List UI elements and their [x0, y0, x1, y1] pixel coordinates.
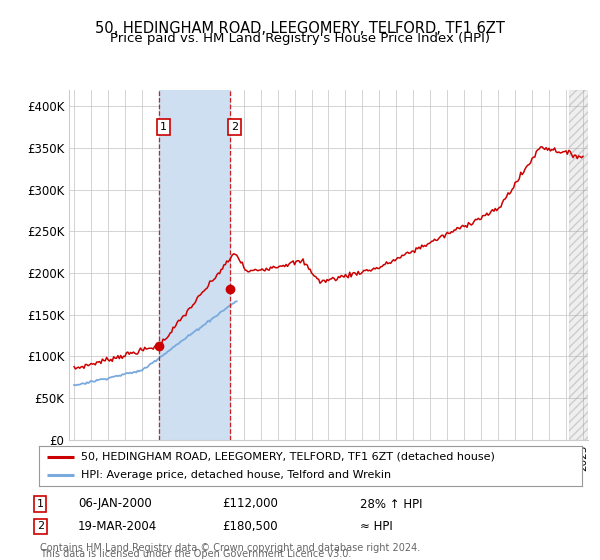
Text: 2: 2	[37, 521, 44, 531]
Text: 1: 1	[160, 122, 167, 132]
Bar	[159, 90, 230, 440]
Text: Price paid vs. HM Land Registry's House Price Index (HPI): Price paid vs. HM Land Registry's House …	[110, 32, 490, 45]
Text: 06-JAN-2000: 06-JAN-2000	[78, 497, 152, 511]
Text: HPI: Average price, detached house, Telford and Wrekin: HPI: Average price, detached house, Telf…	[82, 470, 391, 480]
Bar	[569, 90, 588, 440]
Text: 19-MAR-2004: 19-MAR-2004	[78, 520, 157, 533]
Text: Contains HM Land Registry data © Crown copyright and database right 2024.: Contains HM Land Registry data © Crown c…	[40, 543, 421, 553]
Text: This data is licensed under the Open Government Licence v3.0.: This data is licensed under the Open Gov…	[40, 549, 352, 559]
Text: 2: 2	[231, 122, 238, 132]
Text: 28% ↑ HPI: 28% ↑ HPI	[360, 497, 422, 511]
Text: £180,500: £180,500	[222, 520, 278, 533]
Text: 50, HEDINGHAM ROAD, LEEGOMERY, TELFORD, TF1 6ZT: 50, HEDINGHAM ROAD, LEEGOMERY, TELFORD, …	[95, 21, 505, 36]
Text: £112,000: £112,000	[222, 497, 278, 511]
Text: ≈ HPI: ≈ HPI	[360, 520, 393, 533]
Text: 50, HEDINGHAM ROAD, LEEGOMERY, TELFORD, TF1 6ZT (detached house): 50, HEDINGHAM ROAD, LEEGOMERY, TELFORD, …	[82, 452, 495, 461]
Bar	[569, 90, 588, 440]
Text: 1: 1	[37, 499, 44, 509]
